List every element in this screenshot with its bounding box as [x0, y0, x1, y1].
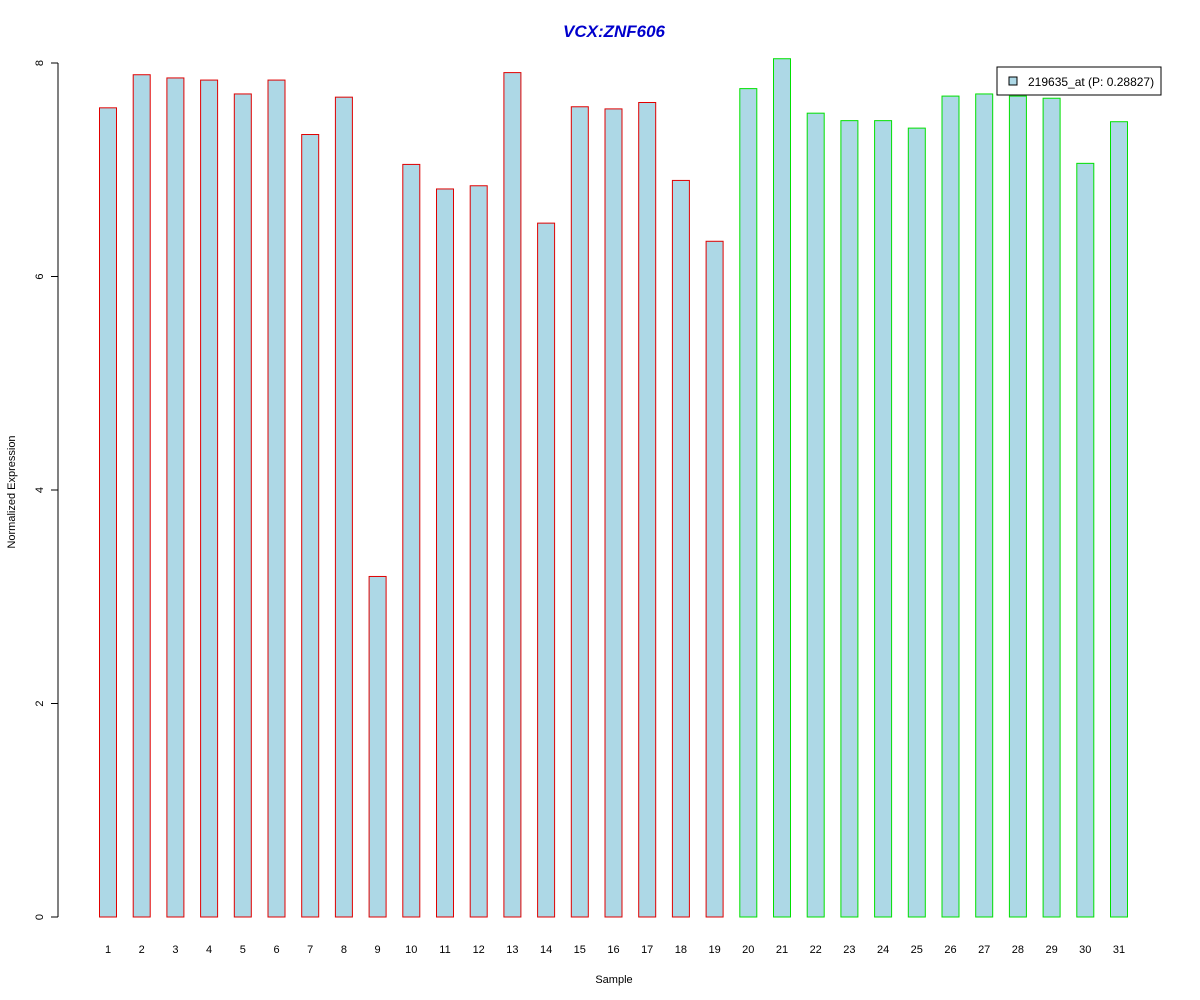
bars-group	[99, 58, 1128, 918]
x-tick-label: 31	[1113, 944, 1125, 956]
legend: 219635_at (P: 0.28827)	[996, 66, 1162, 96]
y-tick-label: 8	[34, 60, 46, 66]
bar-sample-8	[334, 96, 353, 918]
x-tick-label: 9	[375, 944, 381, 956]
bar-sample-18	[671, 179, 690, 918]
bar-sample-29	[1042, 97, 1061, 918]
chart-title: VCX:ZNF606	[563, 22, 666, 41]
x-tick-label: 30	[1079, 944, 1091, 956]
x-tick-label: 21	[776, 944, 788, 956]
bar-sample-13	[503, 72, 522, 918]
bar-sample-21	[773, 58, 791, 918]
bar-sample-19	[705, 240, 724, 918]
bar-sample-4	[200, 79, 219, 918]
bar-sample-3	[166, 77, 185, 918]
bar-sample-28	[1008, 95, 1027, 918]
legend-series-label: 219635_at (P: 0.28827)	[1028, 75, 1154, 89]
x-tick-label: 7	[307, 944, 313, 956]
x-tick-label: 26	[944, 944, 956, 956]
x-axis-label: Sample	[595, 974, 632, 986]
bar-sample-6	[267, 79, 286, 918]
x-tick-label: 12	[473, 944, 485, 956]
bar-sample-26	[941, 95, 960, 918]
x-tick-label: 24	[877, 944, 889, 956]
bar-sample-14	[537, 222, 556, 918]
x-tick-label: 18	[675, 944, 687, 956]
x-tick-label: 8	[341, 944, 347, 956]
x-tick-label: 2	[139, 944, 145, 956]
y-axis-label: Normalized Expression	[6, 435, 18, 548]
y-tick-label: 4	[34, 487, 46, 493]
x-tick-label: 16	[607, 944, 619, 956]
bar-sample-31	[1110, 121, 1128, 918]
x-tick-label: 3	[172, 944, 178, 956]
x-tick-label: 11	[439, 944, 450, 956]
x-tick-label: 28	[1012, 944, 1024, 956]
bar-sample-22	[806, 112, 825, 918]
x-tick-label: 1	[105, 944, 111, 956]
x-tick-label: 15	[574, 944, 586, 956]
x-tick-label: 25	[911, 944, 923, 956]
y-tick-label: 0	[34, 914, 46, 920]
bar-sample-30	[1076, 162, 1095, 918]
x-tick-label: 27	[978, 944, 990, 956]
y-tick-label: 2	[34, 700, 46, 706]
bar-sample-17	[638, 101, 657, 918]
bar-sample-25	[907, 127, 926, 918]
x-tick-label: 13	[506, 944, 518, 956]
x-tick-label: 10	[405, 944, 417, 956]
x-tick-label: 4	[206, 944, 212, 956]
x-tick-label: 19	[708, 944, 720, 956]
bar-sample-16	[604, 108, 623, 918]
bar-sample-11	[436, 188, 454, 918]
bar-sample-1	[99, 107, 117, 918]
bar-sample-10	[402, 163, 421, 918]
y-axis: 0 2 4 6 8	[34, 60, 59, 920]
x-tick-label: 5	[240, 944, 246, 956]
x-tick-label: 23	[843, 944, 855, 956]
x-tick-label: 17	[641, 944, 653, 956]
x-tick-label: 14	[540, 944, 552, 956]
bar-sample-2	[132, 74, 151, 918]
bar-sample-20	[739, 88, 758, 918]
y-tick-label: 6	[34, 273, 46, 279]
x-tick-label: 20	[742, 944, 754, 956]
bar-sample-5	[233, 93, 252, 918]
bar-sample-12	[469, 185, 488, 918]
bar-sample-9	[368, 575, 387, 918]
bar-sample-24	[874, 120, 893, 918]
bar-sample-27	[975, 93, 994, 918]
legend-swatch	[1008, 76, 1018, 86]
x-tick-labels: 1 2 3 4 5 6 7 8 9 10 11 12 13 14 15 16 17 18 19 20 21 22 23 24 2…	[105, 944, 1125, 956]
x-tick-label: 29	[1045, 944, 1057, 956]
bar-sample-7	[301, 134, 320, 918]
x-tick-label: 22	[810, 944, 822, 956]
bar-sample-23	[840, 120, 859, 918]
bar-sample-15	[570, 106, 589, 918]
x-tick-label: 6	[273, 944, 279, 956]
legend-box	[996, 66, 1162, 96]
